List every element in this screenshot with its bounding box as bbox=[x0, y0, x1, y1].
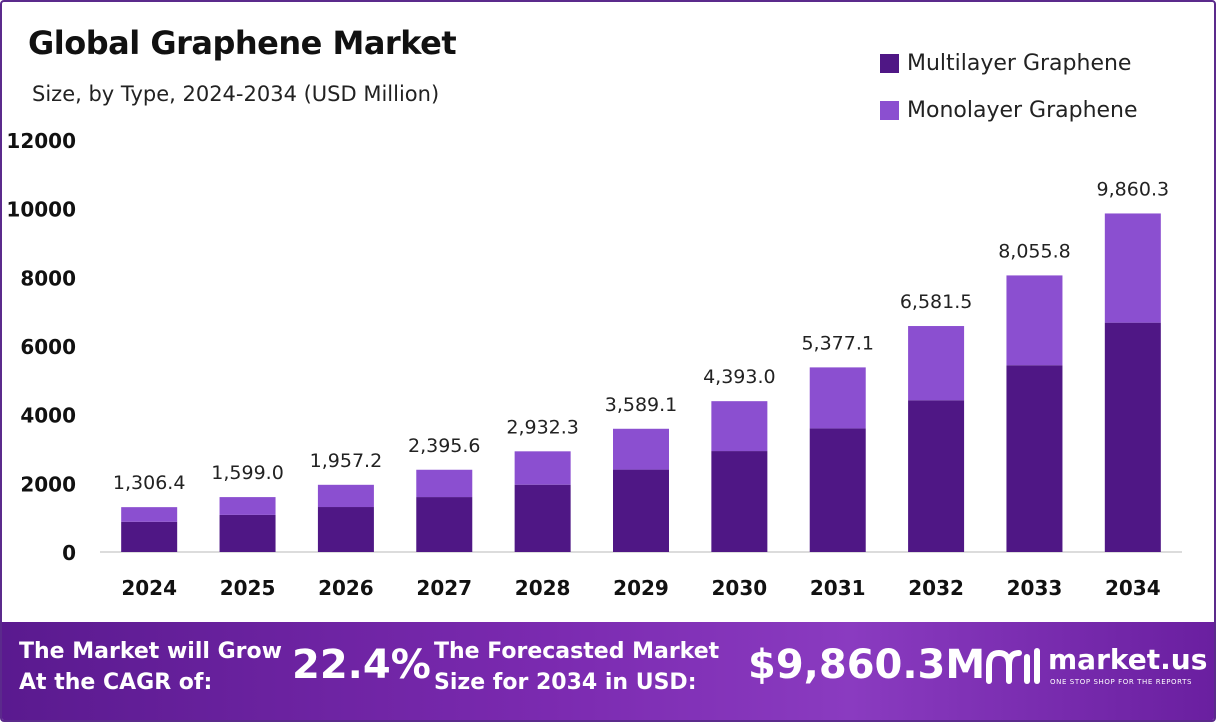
bar-total-label: 1,306.4 bbox=[113, 472, 186, 494]
bar-segment-multilayer bbox=[1104, 322, 1161, 552]
legend-item-monolayer: Monolayer Graphene bbox=[880, 87, 1138, 134]
x-tick-label: 2027 bbox=[416, 576, 472, 600]
bar-total-label: 1,599.0 bbox=[211, 462, 284, 484]
bar-segment-multilayer bbox=[809, 428, 866, 552]
y-tick-label: 10000 bbox=[6, 198, 76, 222]
chart-subtitle: Size, by Type, 2024-2034 (USD Million) bbox=[32, 82, 440, 106]
bar-total-label: 1,957.2 bbox=[310, 450, 383, 472]
legend-item-multilayer: Multilayer Graphene bbox=[880, 40, 1138, 87]
bar-total-label: 9,860.3 bbox=[1097, 178, 1170, 200]
x-tick-label: 2025 bbox=[220, 576, 276, 600]
bar-total-label: 6,581.5 bbox=[900, 291, 973, 313]
bar-segment-multilayer bbox=[317, 507, 374, 552]
legend-label-multilayer: Multilayer Graphene bbox=[907, 51, 1132, 76]
cagr-line-2: At the CAGR of: bbox=[19, 670, 213, 695]
x-tick-label: 2032 bbox=[908, 576, 964, 600]
forecast-text: The Forecasted Market Size for 2034 in U… bbox=[434, 636, 719, 698]
bar-segment-multilayer bbox=[613, 469, 669, 552]
y-tick-label: 12000 bbox=[6, 129, 76, 153]
x-tick-label: 2030 bbox=[712, 576, 768, 600]
bar-segment-monolayer bbox=[711, 401, 768, 452]
forecast-value: $9,860.3M bbox=[748, 642, 986, 688]
bar-segment-monolayer bbox=[613, 428, 669, 470]
bar-segment-monolayer bbox=[514, 451, 571, 485]
y-tick-label: 6000 bbox=[20, 335, 76, 359]
bar-total-label: 4,393.0 bbox=[703, 366, 776, 388]
bar-segment-multilayer bbox=[514, 484, 571, 552]
bar-segment-monolayer bbox=[1104, 213, 1161, 323]
footer-banner: The Market will Grow At the CAGR of: 22.… bbox=[2, 622, 1214, 720]
y-tick-label: 8000 bbox=[20, 266, 76, 290]
chart-title: Global Graphene Market bbox=[28, 24, 457, 62]
x-tick-label: 2034 bbox=[1105, 576, 1161, 600]
cagr-text: The Market will Grow At the CAGR of: bbox=[19, 636, 282, 698]
chart-legend: Multilayer Graphene Monolayer Graphene bbox=[880, 40, 1138, 134]
bar-segment-multilayer bbox=[908, 400, 965, 552]
y-tick-label: 0 bbox=[62, 541, 76, 565]
legend-label-monolayer: Monolayer Graphene bbox=[907, 98, 1138, 123]
bar-total-label: 5,377.1 bbox=[801, 332, 874, 354]
brand-name: market.us bbox=[1048, 643, 1208, 676]
bar-segment-monolayer bbox=[908, 326, 965, 401]
y-tick-label: 4000 bbox=[20, 404, 76, 428]
x-tick-label: 2033 bbox=[1007, 576, 1063, 600]
brand-tagline: ONE STOP SHOP FOR THE REPORTS bbox=[1050, 678, 1193, 686]
bar-segment-multilayer bbox=[416, 497, 473, 552]
legend-swatch-multilayer bbox=[880, 54, 899, 73]
bar-segment-multilayer bbox=[121, 521, 178, 552]
cagr-line-1: The Market will Grow bbox=[19, 639, 282, 664]
legend-swatch-monolayer bbox=[880, 101, 899, 120]
bar-segment-monolayer bbox=[317, 484, 374, 508]
forecast-line-1: The Forecasted Market bbox=[434, 639, 720, 664]
bar-segment-monolayer bbox=[809, 367, 866, 429]
bar-segment-multilayer bbox=[219, 514, 276, 552]
bar-segment-monolayer bbox=[1006, 275, 1063, 366]
x-tick-label: 2028 bbox=[515, 576, 571, 600]
bar-segment-monolayer bbox=[121, 507, 178, 522]
bar-chart: 0 2000 4000 6000 8000 10000 12000 1,306.4 2024 1,… bbox=[6, 129, 1182, 600]
market-us-logo-icon bbox=[986, 648, 1040, 684]
bar-segment-multilayer bbox=[1006, 365, 1063, 552]
forecast-line-2: Size for 2034 in USD: bbox=[434, 670, 697, 695]
x-tick-label: 2029 bbox=[613, 576, 669, 600]
bar-segment-multilayer bbox=[711, 451, 768, 552]
cagr-value: 22.4% bbox=[292, 642, 431, 688]
x-tick-label: 2026 bbox=[318, 576, 374, 600]
bar-total-label: 3,589.1 bbox=[605, 394, 678, 416]
bar-total-label: 2,395.6 bbox=[408, 435, 481, 457]
x-tick-label: 2024 bbox=[121, 576, 177, 600]
bar-segment-monolayer bbox=[219, 497, 276, 515]
bar-total-label: 8,055.8 bbox=[998, 240, 1071, 262]
x-tick-label: 2031 bbox=[810, 576, 866, 600]
bar-segment-monolayer bbox=[416, 469, 473, 498]
bar-total-label: 2,932.3 bbox=[506, 416, 579, 438]
y-tick-label: 2000 bbox=[20, 472, 76, 496]
